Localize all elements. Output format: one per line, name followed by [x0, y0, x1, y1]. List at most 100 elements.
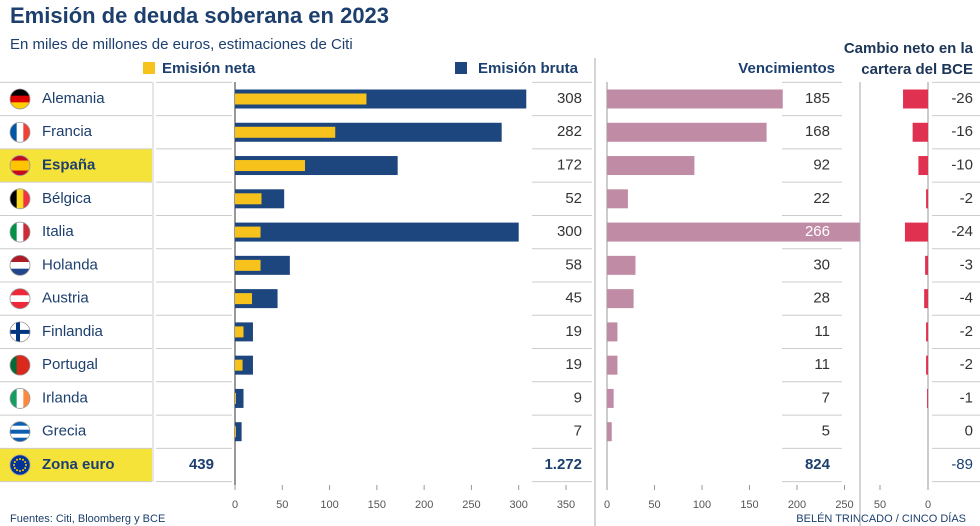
bar [927, 388, 928, 408]
flag-stripe [10, 262, 30, 269]
flag [9, 421, 31, 443]
value-label: 7 [822, 389, 830, 406]
bar [904, 222, 928, 242]
x-tick-label: 100 [320, 499, 338, 511]
category-label: Portugal [42, 356, 98, 373]
value-label: -2 [960, 190, 973, 207]
flag-outline [9, 421, 31, 443]
value-label: 172 [557, 157, 582, 174]
bar [903, 89, 928, 109]
value-label: -1 [960, 389, 973, 406]
bar [235, 193, 262, 205]
value-label: 11 [814, 356, 830, 373]
flag-stripe [10, 188, 17, 209]
chart-subtitle: En miles de millones de euros, estimacio… [10, 36, 353, 53]
flag-stripe [10, 102, 30, 109]
flag-body [10, 355, 30, 376]
bar [235, 359, 243, 371]
value-label: 8 [206, 356, 214, 373]
x-tick-label: 0 [604, 499, 610, 511]
value-label: 0 [965, 423, 973, 440]
value-label: 45 [565, 290, 582, 307]
legend-swatch [455, 62, 467, 74]
flag [9, 88, 31, 110]
value-label: 266 [805, 223, 830, 240]
flag-stripe [10, 222, 17, 243]
flag-stripe [10, 170, 30, 176]
x-tick-label: 0 [925, 499, 931, 511]
value-label: 9 [574, 389, 582, 406]
category-label: Irlanda [42, 389, 89, 406]
flag-stripe [10, 454, 30, 475]
flag-stripe [10, 355, 17, 376]
value-label: 18 [197, 290, 214, 307]
value-label: 308 [557, 90, 582, 107]
credit: BELÉN TRINCADO / CINCO DÍAS [796, 512, 966, 525]
value-label: -2 [960, 356, 973, 373]
flag-outline [9, 321, 31, 343]
flag-body [10, 255, 30, 276]
flag-outline [9, 254, 31, 276]
category-label: Holanda [42, 256, 99, 273]
category-label: Francia [42, 123, 93, 140]
bar [607, 422, 612, 442]
flag-stripe [10, 95, 30, 103]
value-label: 5 [822, 423, 830, 440]
value-label: -4 [960, 290, 973, 307]
x-tick-label: 0 [232, 499, 238, 511]
value-label: 19 [565, 356, 582, 373]
bar [235, 426, 236, 438]
bar [235, 226, 261, 238]
flag [9, 454, 31, 476]
legend-label: Cambio neto en la cartera del BCE [843, 40, 973, 78]
flag-outline [9, 388, 31, 409]
bar [235, 126, 336, 138]
legend-label: Vencimientos [738, 60, 835, 77]
legend-label: Emisión neta [162, 60, 256, 77]
flag-stripe [10, 421, 30, 426]
legend-label: Emisión bruta [478, 60, 579, 77]
flag-star [22, 458, 24, 461]
flag [9, 188, 31, 210]
category-label: Italia [42, 223, 74, 240]
bar [926, 355, 928, 375]
x-tick-label: 250 [462, 499, 480, 511]
bar [607, 189, 628, 209]
bar [607, 289, 634, 309]
bar [926, 189, 928, 209]
flag-stripe [16, 188, 24, 209]
bar [912, 122, 928, 142]
total-label: 1.272 [544, 456, 582, 473]
total-label: -89 [951, 456, 973, 473]
flag-star [22, 469, 24, 472]
flag-stripe [10, 160, 30, 166]
value-label: 300 [557, 223, 582, 240]
bar [607, 222, 860, 242]
flag-body [10, 188, 30, 209]
flag-star [24, 460, 27, 463]
bar [924, 289, 928, 309]
value-label: 27 [197, 223, 214, 240]
category-label: España [42, 157, 96, 174]
flag-star [13, 463, 15, 466]
flag-stripe [16, 355, 24, 376]
flag-stripe [23, 355, 30, 376]
flag [9, 254, 31, 276]
value-label: 58 [565, 256, 582, 273]
value-label: 27 [197, 256, 214, 273]
bar [607, 122, 767, 142]
flag-body [10, 155, 30, 176]
bar [918, 156, 928, 176]
flag-body [10, 321, 30, 342]
value-label: 22 [813, 190, 830, 207]
x-tick-label: 150 [368, 499, 386, 511]
flag-stripe [10, 433, 30, 438]
flag-stripe [10, 301, 30, 309]
bar [235, 222, 519, 242]
legend-swatch [143, 62, 155, 74]
flag-stripe [23, 122, 30, 143]
x-tick-label: 50 [874, 499, 886, 511]
bar [607, 355, 618, 375]
flag-stripe [10, 122, 17, 143]
chart-title: Emisión de deuda soberana en 2023 [10, 3, 389, 28]
